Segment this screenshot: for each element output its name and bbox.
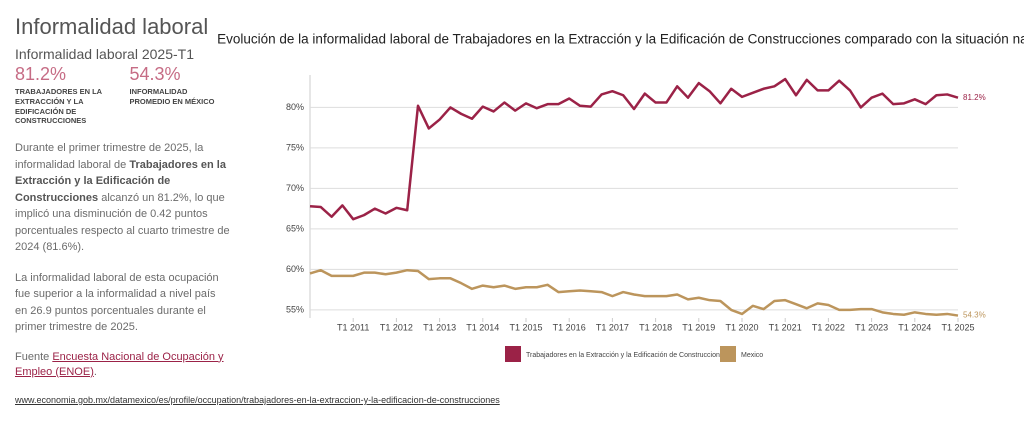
x-tick-label: T1 2011	[337, 322, 369, 332]
paragraph-text: La informalidad laboral de esta ocupació…	[15, 271, 219, 334]
y-tick-label: 65%	[286, 223, 304, 233]
source-suffix: .	[93, 365, 97, 378]
paragraph-text: Durante el primer trimestre de 2025, la …	[15, 142, 204, 171]
legend-label: Mexico	[741, 352, 763, 359]
x-tick-label: T1 2012	[380, 322, 413, 332]
x-tick-label: T1 2023	[855, 322, 888, 332]
x-tick-label: T1 2017	[596, 322, 629, 332]
stat: 54.3% INFORMALIDAD PROMEDIO EN MÉXICO	[130, 64, 231, 126]
y-tick-label: 60%	[286, 264, 304, 274]
stat-label: TRABAJADORES EN LA EXTRACCIÓN Y LA EDIFI…	[15, 87, 102, 126]
end-label: 81.2%	[963, 93, 986, 102]
paragraph: Durante el primer trimestre de 2025, la …	[15, 140, 230, 256]
chart-title: Evolución de la informalidad laboral de …	[217, 32, 1024, 47]
subtitle: Informalidad laboral 2025-T1	[15, 46, 194, 62]
paragraph: La informalidad laboral de esta ocupació…	[15, 270, 230, 336]
x-tick-label: T1 2013	[423, 322, 456, 332]
series-line	[309, 268, 959, 317]
end-label: 54.3%	[963, 311, 986, 320]
paragraph-text: Trabajadores en la Extracción y la Edifi…	[15, 158, 226, 204]
source: Fuente Encuesta Nacional de Ocupación y …	[15, 350, 230, 381]
source-link[interactable]: Encuesta Nacional de Ocupación y Empleo …	[15, 350, 224, 378]
x-tick-label: T1 2025	[941, 322, 974, 332]
legend-swatch	[505, 346, 521, 362]
stat-value: 54.3%	[129, 64, 181, 84]
y-tick-label: 70%	[286, 183, 304, 193]
x-tick-label: T1 2018	[639, 322, 672, 332]
x-tick-label: T1 2024	[898, 322, 931, 332]
x-tick-label: T1 2020	[725, 322, 758, 332]
x-tick-label: T1 2022	[812, 322, 845, 332]
legend-label: Trabajadores en la Extracción y la Edifi…	[526, 352, 728, 359]
y-tick-label: 55%	[286, 304, 304, 314]
x-tick-label: T1 2016	[553, 322, 586, 332]
series-line	[309, 77, 959, 221]
x-tick-label: T1 2014	[466, 322, 499, 332]
stat: 81.2% TRABAJADORES EN LA EXTRACCIÓN Y LA …	[15, 64, 116, 126]
title: Informalidad laboral	[15, 14, 209, 39]
y-tick-label: 75%	[286, 142, 304, 152]
stats: 81.2% TRABAJADORES EN LA EXTRACCIÓN Y LA …	[15, 64, 230, 126]
y-tick-label: 80%	[286, 102, 304, 112]
paragraph-text: alcanzó un 81.2%, lo que implicó una dis…	[15, 191, 230, 254]
x-tick-label: T1 2019	[682, 322, 715, 332]
sidebar: Informalidad laboral Informalidad labora…	[15, 14, 230, 380]
paragraphs: Durante el primer trimestre de 2025, la …	[15, 140, 230, 336]
x-tick-label: T1 2021	[769, 322, 802, 332]
source-prefix: Fuente	[15, 350, 50, 363]
stat-label: INFORMALIDAD PROMEDIO EN MÉXICO	[129, 87, 215, 106]
footer-url[interactable]: www.economia.gob.mx/datamexico/es/profil…	[15, 395, 500, 405]
stat-value: 81.2%	[15, 64, 67, 84]
x-tick-label: T1 2015	[509, 322, 542, 332]
legend-swatch	[720, 346, 736, 362]
